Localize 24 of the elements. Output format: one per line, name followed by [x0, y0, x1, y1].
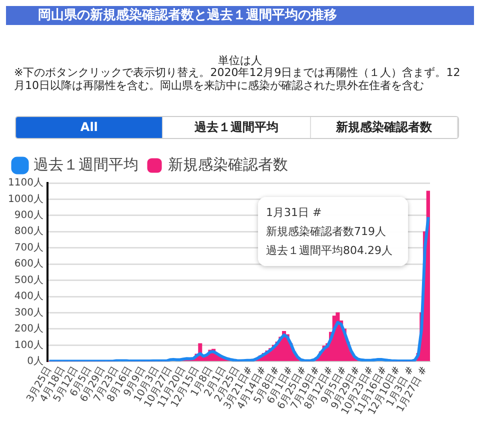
text: All [16, 117, 164, 138]
y-tick-label: 500人 [14, 274, 44, 286]
annotation: 過去１週間平均804.29人 [266, 243, 394, 259]
text: ※下のボタンクリックで表示切り替え。2020年12月9日までは再陽性（１人）含まず。12月10日以降は再陽性を含む。岡山県を来訪中に感染が確認された県外在住者を含む [14, 66, 462, 92]
annotation: 新規感染確認者数719人 [266, 224, 387, 240]
y-tick-label: 100人 [14, 340, 44, 351]
y-tick-label: 700人 [14, 242, 44, 254]
text: 新規感染確認者数 [310, 117, 458, 138]
y-tick-label: 0人 [27, 356, 44, 367]
tooltip-card: 1月31日 # 新規感染確認者数719人 過去１週間平均804.29人 [258, 197, 408, 266]
chart-title: 岡山県の新規感染確認者数と過去１週間平均の推移 [6, 6, 474, 25]
y-tick-label: 400人 [14, 291, 44, 302]
y-tick-label: 600人 [14, 258, 44, 270]
legend-label: 新規感染確認者数 [168, 155, 288, 174]
annotation: 1月31日 # [266, 205, 323, 221]
y-tick-label: 1100人 [8, 178, 44, 189]
y-tick-label: 800人 [14, 226, 44, 238]
legend-label: 過去１週間平均 [34, 155, 138, 174]
y-tick-label: 900人 [14, 210, 44, 222]
text: 過去１週間平均 [163, 117, 311, 138]
text: 単位は人 [217, 53, 263, 67]
y-tick-label: 1000人 [8, 194, 44, 205]
y-tick-label: 300人 [14, 307, 44, 318]
y-tick-label: 200人 [14, 324, 44, 335]
